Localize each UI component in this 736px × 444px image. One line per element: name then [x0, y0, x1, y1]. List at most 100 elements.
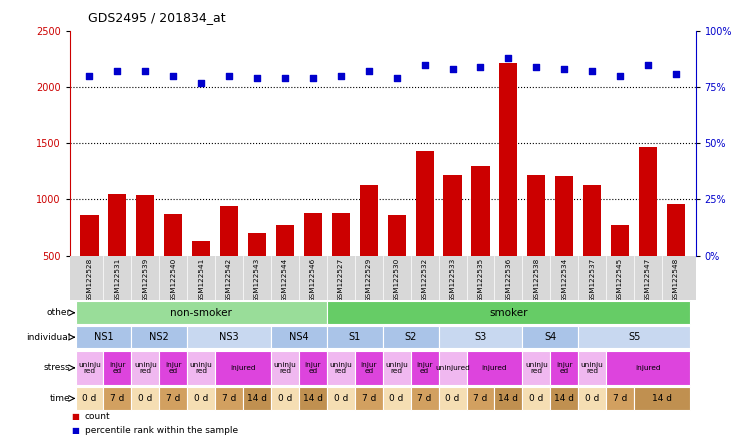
Bar	[299, 351, 327, 385]
Bar	[164, 214, 183, 312]
Bar	[76, 387, 104, 410]
Text: uninju
red: uninju red	[525, 362, 548, 374]
Bar	[578, 351, 606, 385]
Text: uninju
red: uninju red	[274, 362, 297, 374]
Bar	[131, 387, 159, 410]
Text: uninju
red: uninju red	[581, 362, 604, 374]
Bar	[439, 351, 467, 385]
Bar	[578, 387, 606, 410]
Bar	[606, 351, 690, 385]
Bar	[299, 387, 327, 410]
Text: uninju
red: uninju red	[134, 362, 157, 374]
Bar	[187, 351, 215, 385]
Point	[84, 72, 96, 79]
Text: injur
ed: injur ed	[556, 362, 573, 374]
Text: count: count	[85, 412, 110, 421]
Point	[223, 72, 235, 79]
Bar	[523, 387, 551, 410]
Text: GSM122527: GSM122527	[338, 258, 344, 302]
Bar	[76, 326, 131, 349]
Text: 14 d: 14 d	[247, 394, 267, 403]
Bar	[215, 351, 271, 385]
Bar	[276, 225, 294, 312]
Text: GSM122532: GSM122532	[422, 258, 428, 302]
Text: S2: S2	[405, 332, 417, 342]
Bar	[332, 213, 350, 312]
Bar	[383, 387, 411, 410]
Text: NS1: NS1	[93, 332, 113, 342]
Bar	[215, 387, 243, 410]
Bar	[551, 387, 578, 410]
Text: 0 d: 0 d	[82, 394, 96, 403]
Point	[195, 79, 207, 86]
Point	[335, 72, 347, 79]
Text: NS3: NS3	[219, 332, 239, 342]
Bar	[187, 387, 215, 410]
Text: S4: S4	[544, 332, 556, 342]
Text: 14 d: 14 d	[303, 394, 323, 403]
Text: NS4: NS4	[289, 332, 308, 342]
Bar	[327, 351, 355, 385]
Text: individual: individual	[26, 333, 71, 342]
Text: 7 d: 7 d	[417, 394, 432, 403]
Bar	[439, 387, 467, 410]
Point	[279, 75, 291, 82]
Bar	[439, 326, 523, 349]
Bar	[327, 387, 355, 410]
Text: 0 d: 0 d	[194, 394, 208, 403]
Text: GSM122540: GSM122540	[170, 258, 176, 302]
Bar	[192, 241, 210, 312]
Text: smoker: smoker	[489, 308, 528, 318]
Bar	[634, 387, 690, 410]
Text: GSM122530: GSM122530	[394, 258, 400, 302]
Bar	[187, 326, 271, 349]
Bar	[76, 301, 327, 324]
Point	[391, 75, 403, 82]
Text: uninju
red: uninju red	[190, 362, 213, 374]
Text: 7 d: 7 d	[110, 394, 124, 403]
Text: injured: injured	[635, 365, 661, 371]
Text: GSM122538: GSM122538	[534, 258, 539, 302]
Point	[363, 68, 375, 75]
Bar	[383, 351, 411, 385]
Text: time: time	[50, 394, 71, 403]
Bar	[80, 215, 99, 312]
Bar	[248, 233, 266, 312]
Bar	[383, 326, 439, 349]
Text: 7 d: 7 d	[166, 394, 180, 403]
Bar	[411, 351, 439, 385]
Text: injur
ed: injur ed	[361, 362, 377, 374]
Text: 7 d: 7 d	[613, 394, 627, 403]
Text: GSM122536: GSM122536	[506, 258, 512, 302]
Text: 0 d: 0 d	[138, 394, 152, 403]
Point	[615, 72, 626, 79]
Bar	[304, 213, 322, 312]
Text: NS2: NS2	[149, 332, 169, 342]
Bar	[523, 351, 551, 385]
Text: 0 d: 0 d	[333, 394, 348, 403]
Bar	[667, 204, 685, 312]
Text: GDS2495 / 201834_at: GDS2495 / 201834_at	[88, 12, 226, 24]
Text: injur
ed: injur ed	[109, 362, 126, 374]
Text: 14 d: 14 d	[498, 394, 518, 403]
Text: injur
ed: injur ed	[417, 362, 433, 374]
Text: stress: stress	[44, 363, 71, 373]
Point	[167, 72, 179, 79]
Point	[642, 61, 654, 68]
Point	[251, 75, 263, 82]
Text: 7 d: 7 d	[222, 394, 236, 403]
Bar	[76, 351, 104, 385]
Bar	[104, 387, 131, 410]
Text: uninjured: uninjured	[435, 365, 470, 371]
Bar	[555, 176, 573, 312]
Bar	[327, 326, 383, 349]
Text: uninju
red: uninju red	[78, 362, 101, 374]
Bar	[104, 351, 131, 385]
Text: GSM122537: GSM122537	[590, 258, 595, 302]
Bar	[611, 225, 629, 312]
Bar	[578, 326, 690, 349]
Text: S1: S1	[349, 332, 361, 342]
Bar	[220, 206, 238, 312]
Text: 7 d: 7 d	[473, 394, 488, 403]
Bar	[327, 301, 690, 324]
